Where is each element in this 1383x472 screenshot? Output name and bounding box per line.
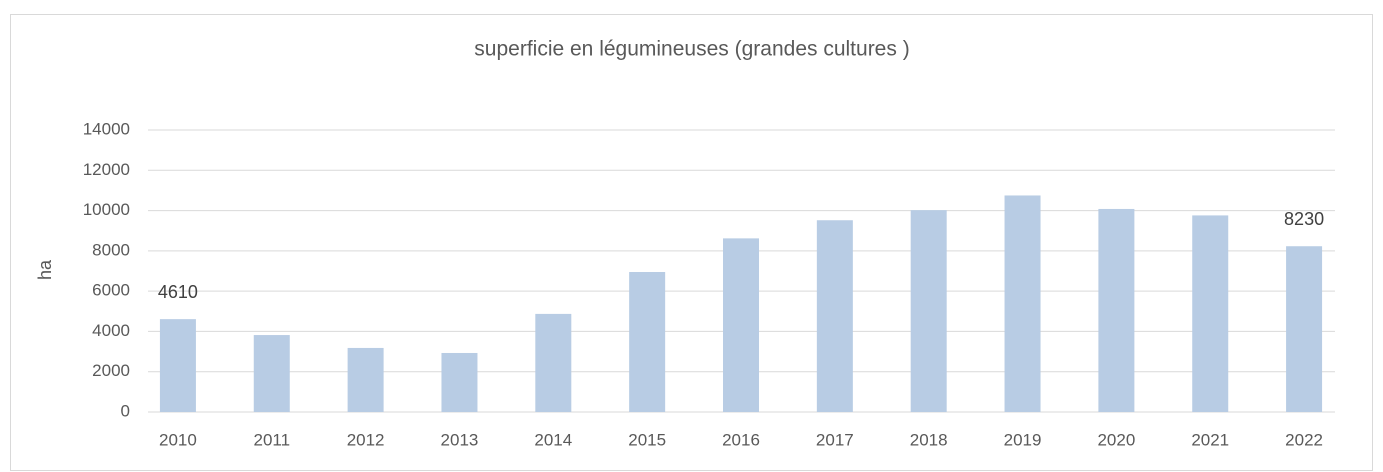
x-tick-label: 2021 [1191, 430, 1229, 449]
x-tick-label: 2014 [534, 430, 572, 449]
x-tick-label: 2010 [159, 430, 197, 449]
y-tick-label: 2000 [92, 361, 130, 380]
x-tick-label: 2020 [1097, 430, 1135, 449]
x-tick-label: 2017 [816, 430, 854, 449]
bar [1098, 208, 1135, 412]
x-tick-label: 2013 [441, 430, 479, 449]
y-tick-label: 10000 [83, 200, 130, 219]
y-tick-label: 0 [121, 401, 130, 420]
bar [1004, 195, 1041, 412]
bar [159, 319, 196, 412]
x-tick-label: 2015 [628, 430, 666, 449]
chart-frame [10, 14, 1373, 471]
y-tick-label: 8000 [92, 240, 130, 259]
x-tick-label: 2019 [1004, 430, 1042, 449]
bar [629, 272, 666, 412]
bar [723, 238, 759, 412]
data-label: 4610 [158, 282, 198, 302]
bar [347, 347, 384, 412]
bar [816, 220, 853, 412]
y-tick-label: 12000 [83, 160, 130, 179]
y-tick-label: 14000 [83, 119, 130, 138]
bar [1192, 215, 1229, 412]
bar [1286, 246, 1323, 412]
y-axis-label: ha [35, 259, 55, 280]
y-tick-label: 4000 [92, 321, 130, 340]
x-tick-label: 2018 [910, 430, 948, 449]
x-tick-label: 2022 [1285, 430, 1323, 449]
bar [535, 313, 572, 412]
bar [253, 335, 290, 412]
data-label: 8230 [1284, 209, 1324, 229]
chart-title: superficie en légumineuses (grandes cult… [474, 38, 909, 61]
x-tick-label: 2012 [347, 430, 385, 449]
y-tick-label: 6000 [92, 281, 130, 300]
bar [441, 352, 478, 412]
x-tick-label: 2011 [253, 430, 290, 449]
x-tick-label: 2016 [722, 430, 760, 449]
bar [910, 210, 947, 412]
